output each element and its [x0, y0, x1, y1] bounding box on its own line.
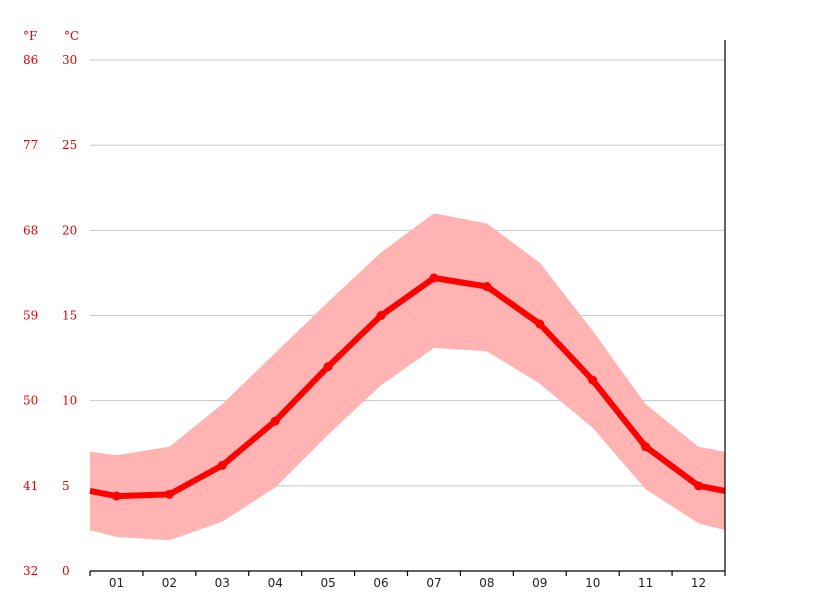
x-tick-label: 11 — [638, 576, 653, 590]
y-tick-label-fahrenheit: 50 — [23, 394, 38, 408]
mean-temperature-point — [376, 311, 386, 320]
y-tick-label-fahrenheit: 59 — [23, 309, 38, 323]
y-tick-label-celsius: 0 — [62, 564, 70, 578]
y-tick-label-fahrenheit: 41 — [23, 479, 38, 493]
mean-temperature-point — [111, 491, 121, 501]
mean-temperature-point — [694, 481, 704, 491]
x-tick-label: 08 — [479, 576, 494, 590]
x-tick-label: 07 — [426, 576, 441, 590]
axes — [89, 40, 726, 576]
x-tick-label: 06 — [373, 576, 388, 590]
y-tick-label-fahrenheit: 86 — [23, 53, 38, 67]
x-tick-label: 03 — [215, 576, 230, 590]
x-tick-label: 12 — [691, 576, 706, 590]
x-tick-label: 01 — [109, 576, 124, 590]
labels: °F °C 0 32 5 41 10 50 15 59 20 68 25 77 30 86 01 02 03 04… — [23, 29, 706, 590]
x-tick-label: 02 — [162, 576, 177, 590]
min-max-band-layer — [90, 213, 725, 541]
y-tick-label-celsius: 15 — [62, 309, 77, 323]
x-tick-label: 09 — [532, 576, 547, 590]
y-tick-label-fahrenheit: 68 — [23, 223, 38, 237]
y-tick-label-celsius: 25 — [62, 138, 77, 152]
y-tick-label-celsius: 20 — [62, 223, 77, 237]
fahrenheit-unit-label: °F — [23, 29, 37, 43]
mean-temperature-point — [535, 319, 545, 329]
mean-temperature-point — [641, 442, 651, 452]
y-tick-label-celsius: 10 — [62, 394, 77, 408]
y-tick-label-fahrenheit: 77 — [23, 138, 38, 152]
y-tick-label-fahrenheit: 32 — [23, 564, 38, 578]
mean-line-layer — [89, 273, 726, 501]
x-tick-label: 05 — [320, 576, 335, 590]
y-tick-label-celsius: 30 — [62, 53, 77, 67]
mean-temperature-point — [482, 282, 492, 292]
x-tick-label: 04 — [268, 576, 283, 590]
mean-temperature-point — [270, 416, 280, 426]
celsius-unit-label: °C — [64, 29, 79, 43]
mean-temperature-line — [89, 275, 726, 500]
mean-temperature-point — [588, 375, 598, 385]
min-max-band — [90, 213, 725, 541]
x-tick-label: 10 — [585, 576, 600, 590]
mean-temperature-point — [164, 489, 174, 499]
mean-temperature-point — [217, 460, 227, 470]
mean-temperature-point — [323, 362, 333, 372]
y-tick-label-celsius: 5 — [62, 479, 70, 493]
mean-temperature-point — [429, 273, 439, 283]
